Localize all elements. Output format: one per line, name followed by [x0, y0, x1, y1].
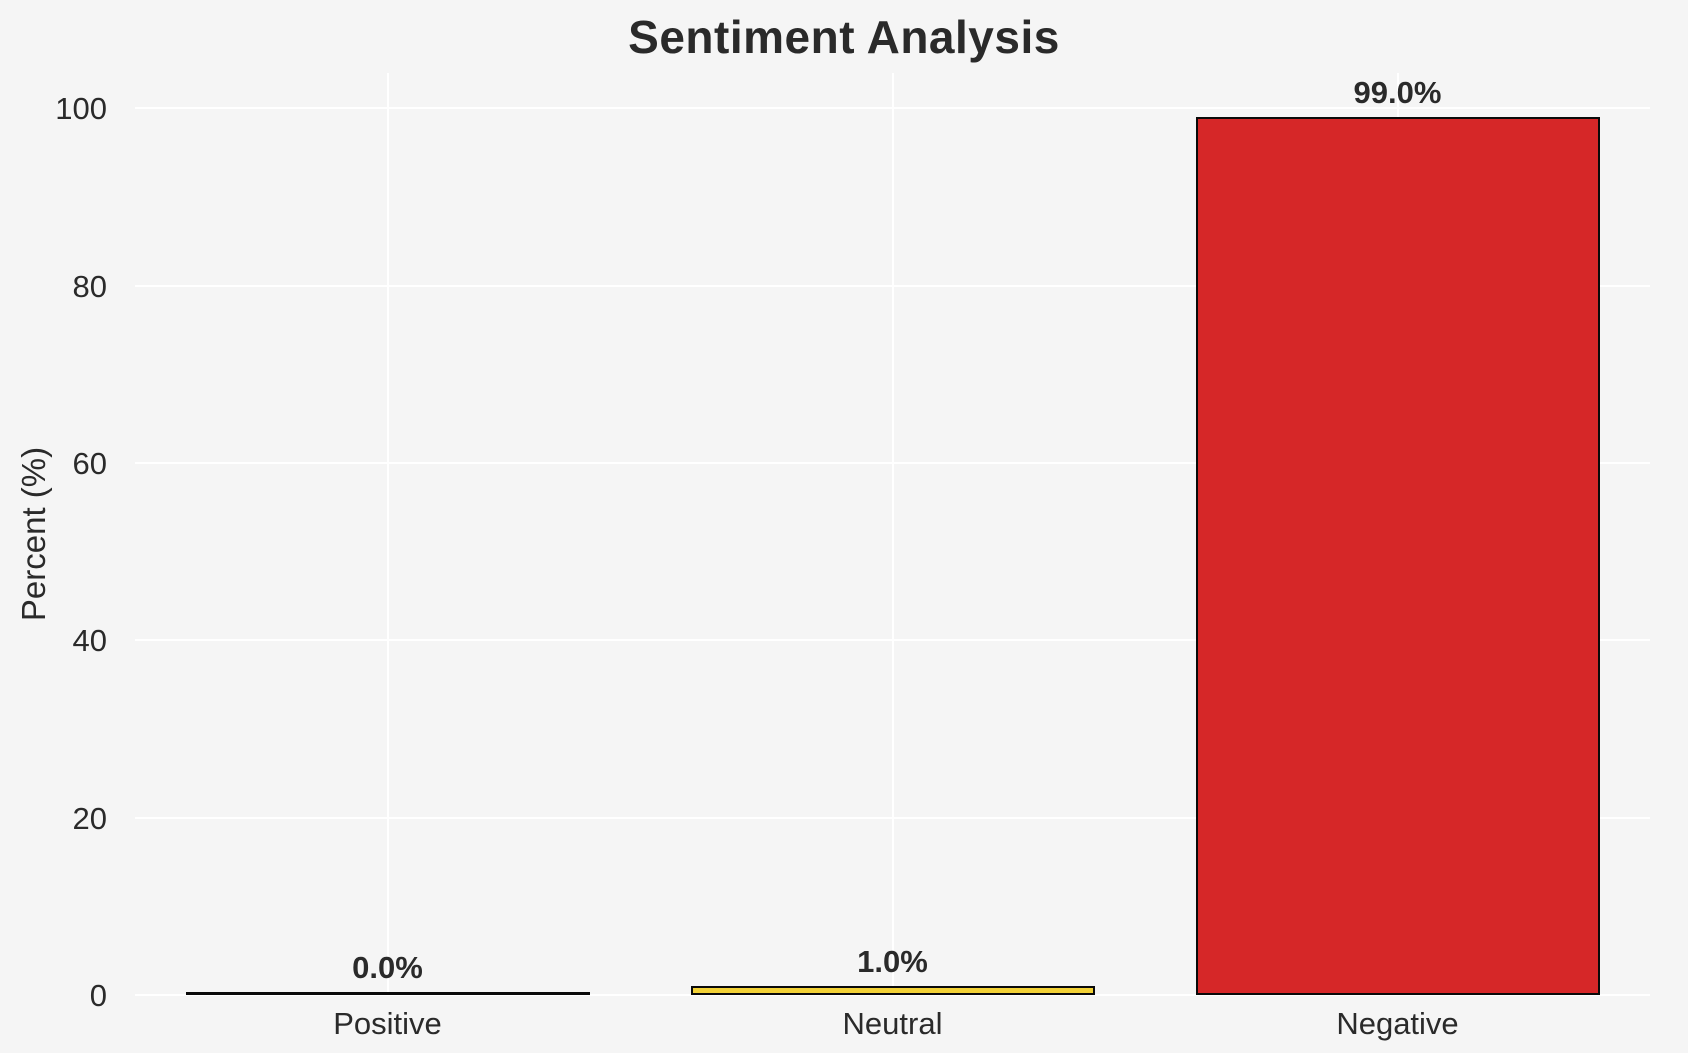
- bar-value-label-negative: 99.0%: [1353, 75, 1442, 111]
- bar-neutral: [690, 986, 1095, 995]
- x-tick-label-neutral: Neutral: [842, 1006, 943, 1041]
- plot-area: 0.0% 1.0% 99.0%: [135, 73, 1650, 996]
- bar-positive: [185, 991, 590, 995]
- bar-value-label-neutral: 1.0%: [857, 944, 928, 980]
- x-tick-label-negative: Negative: [1336, 1006, 1459, 1041]
- y-tick-label: 40: [72, 623, 107, 659]
- y-tick-label: 60: [72, 446, 107, 482]
- y-tick-label: 100: [55, 91, 107, 127]
- bar-negative: [1195, 117, 1600, 995]
- gridline-vertical: [386, 73, 389, 995]
- gridline-vertical: [891, 73, 894, 995]
- bar-value-label-positive: 0.0%: [352, 949, 423, 985]
- gridline-horizontal: [135, 994, 1650, 996]
- y-tick-label: 20: [72, 800, 107, 836]
- x-tick-label-positive: Positive: [333, 1006, 442, 1041]
- y-tick-label: 80: [72, 268, 107, 304]
- chart-title: Sentiment Analysis: [628, 11, 1060, 63]
- y-tick-label: 0: [89, 978, 107, 1013]
